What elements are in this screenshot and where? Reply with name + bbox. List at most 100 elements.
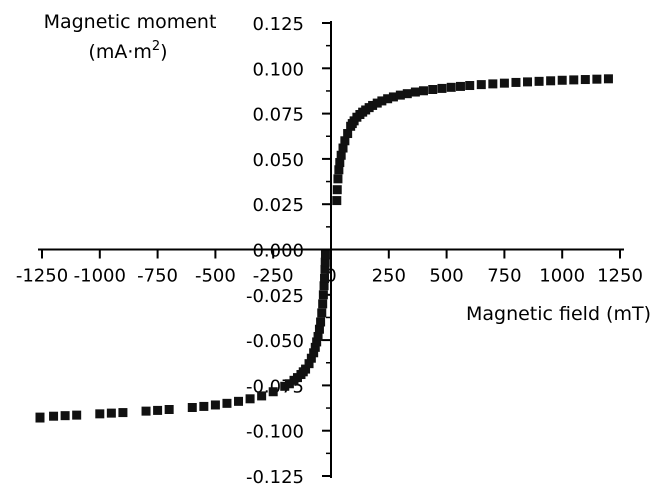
y-tick-label: 0.075 [252, 105, 304, 126]
x-tick-label: 1250 [597, 266, 643, 287]
data-point [395, 90, 405, 100]
data-point [557, 75, 567, 85]
data-point [488, 79, 498, 89]
data-point [455, 81, 465, 91]
y-axis-unit-base: (mA·m [88, 41, 151, 63]
data-point [187, 403, 197, 413]
data-point [334, 165, 344, 175]
x-tick-label: 250 [372, 266, 406, 287]
data-point [338, 143, 348, 153]
data-point [332, 185, 342, 195]
data-point [164, 404, 174, 414]
y-tick-label: -0.025 [246, 286, 304, 307]
y-tick-label: 0.050 [252, 150, 304, 171]
data-point [234, 396, 244, 406]
data-point [465, 81, 475, 91]
x-tick-label: 0 [325, 266, 336, 287]
data-point [284, 379, 294, 389]
y-axis-unit-end: ) [160, 41, 167, 63]
data-point [210, 400, 220, 410]
y-tick-label: 0.100 [252, 59, 304, 80]
data-point [312, 337, 322, 347]
data-point [320, 257, 330, 267]
y-axis-unit-superscript: 2 [152, 39, 160, 54]
ticks: -1250 -1000 -750 -500 -250 0 250 500 750 1000 1250… [16, 14, 643, 488]
data-point [546, 76, 556, 86]
data-point [372, 98, 382, 108]
y-axis-title-line1: Magnetic moment [44, 11, 217, 33]
data-point [72, 410, 82, 420]
data-point [319, 281, 329, 291]
data-point [314, 324, 324, 334]
data-point [320, 273, 330, 283]
data-point [377, 96, 387, 106]
x-tick-label: 750 [487, 266, 521, 287]
data-point [310, 342, 320, 352]
data-point [106, 408, 116, 418]
data-point [446, 82, 456, 92]
data-point [304, 359, 314, 369]
data-point [388, 92, 398, 102]
data-point [511, 77, 521, 87]
data-point [95, 409, 105, 419]
data-point [118, 408, 128, 418]
x-tick-label: -750 [137, 266, 178, 287]
data-point [603, 74, 613, 84]
data-point [410, 87, 420, 97]
data-point [333, 174, 343, 184]
data-point [352, 112, 362, 122]
data-point [60, 411, 70, 421]
y-axis-title: Magnetic moment (mA·m2) [44, 11, 217, 63]
data-point [364, 103, 374, 113]
data-point [418, 86, 428, 96]
y-tick-label: 0.000 [252, 241, 304, 262]
data-point [437, 83, 447, 93]
x-tick-label: -250 [253, 266, 294, 287]
data-point [428, 85, 438, 95]
data-point [523, 77, 533, 87]
data-point [280, 381, 290, 391]
x-tick-label: -500 [195, 266, 236, 287]
data-point [358, 107, 368, 117]
data-point [298, 367, 308, 377]
y-tick-label: -0.050 [246, 331, 304, 352]
data-point [402, 89, 412, 99]
x-tick-label: -1000 [74, 266, 126, 287]
data-point [199, 401, 209, 411]
data-point [268, 387, 278, 397]
data-point [245, 394, 255, 404]
data-point [317, 308, 327, 318]
data-point [313, 331, 323, 341]
y-tick-label: 0.125 [252, 14, 304, 35]
data-point [153, 405, 163, 415]
y-tick-label: -0.125 [246, 467, 304, 488]
data-point [318, 290, 328, 300]
data-point [35, 412, 45, 422]
x-tick-label: -1250 [16, 266, 68, 287]
data-point [569, 75, 579, 85]
data-point [534, 76, 544, 86]
x-tick-label: 500 [429, 266, 463, 287]
data-point [49, 411, 59, 421]
x-axis-title: Magnetic field (mT) [466, 303, 651, 325]
data-point [318, 299, 328, 309]
data-point [340, 136, 350, 146]
data-point [141, 406, 151, 416]
data-point [335, 158, 345, 168]
data-point [336, 150, 346, 160]
data-point [332, 196, 342, 206]
data-points [35, 74, 613, 423]
data-point [343, 129, 353, 139]
data-point [499, 78, 509, 88]
data-point [383, 94, 393, 104]
x-tick-label: 1000 [539, 266, 585, 287]
data-point [347, 119, 357, 129]
data-point [320, 264, 330, 274]
data-point [306, 353, 316, 363]
y-tick-label: -0.100 [246, 422, 304, 443]
data-point [222, 398, 232, 408]
data-point [580, 75, 590, 85]
data-point [316, 317, 326, 327]
data-point [320, 250, 330, 260]
